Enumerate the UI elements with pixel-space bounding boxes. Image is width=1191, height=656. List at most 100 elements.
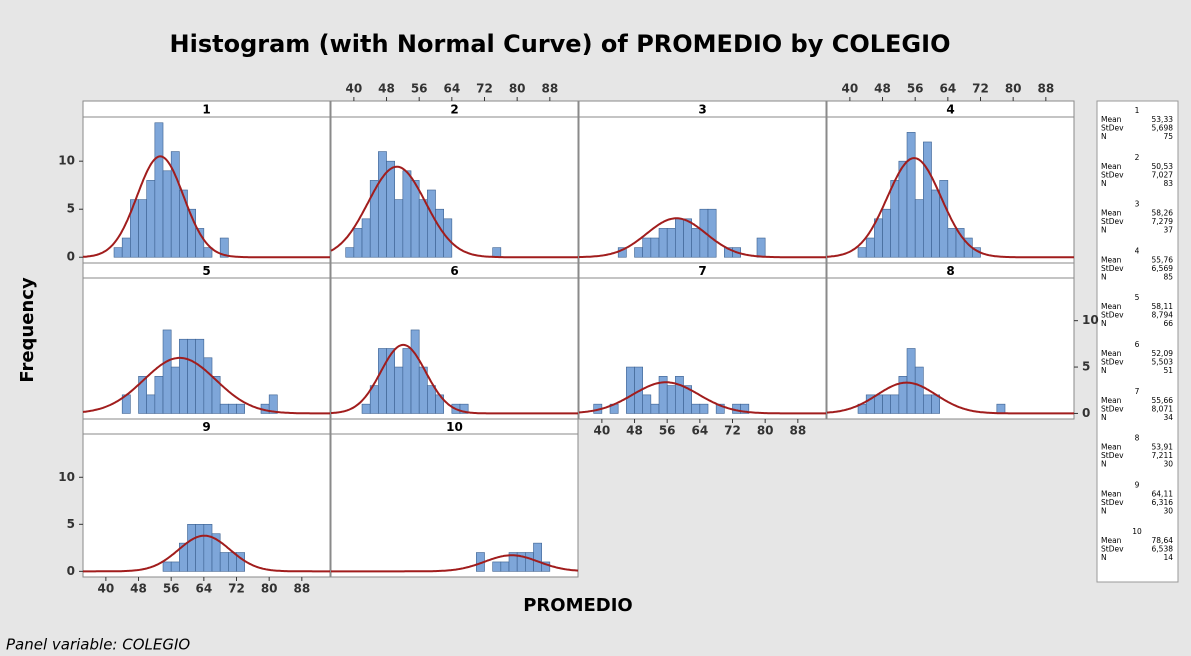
legend-stat-value: 37 xyxy=(1163,226,1173,235)
bar xyxy=(228,403,237,414)
bar xyxy=(756,237,766,258)
x-tick-label: 80 xyxy=(757,424,774,438)
x-tick-label: 40 xyxy=(842,82,859,96)
legend-stat-value: 53,33 xyxy=(1152,115,1174,124)
legend-stat-label: StDev xyxy=(1101,545,1124,554)
bar xyxy=(931,394,940,414)
legend-name: 6 xyxy=(1135,340,1140,349)
y-tick-label: 0 xyxy=(67,564,75,578)
bar xyxy=(931,189,940,258)
bar xyxy=(386,160,395,258)
bar xyxy=(113,247,123,258)
bar xyxy=(898,160,908,258)
x-tick-label: 80 xyxy=(1005,82,1022,96)
x-tick-label: 48 xyxy=(626,424,643,438)
bar xyxy=(533,542,542,572)
legend-name: 7 xyxy=(1135,387,1140,396)
panel xyxy=(578,262,827,420)
bar xyxy=(715,403,725,414)
legend-stat-value: 66 xyxy=(1163,319,1173,328)
x-tick-label: 64 xyxy=(195,582,212,596)
legend-stat-label: Mean xyxy=(1101,115,1122,124)
panel-label: 4 xyxy=(946,103,954,117)
bar xyxy=(211,376,221,414)
bar xyxy=(203,357,213,414)
bar xyxy=(170,561,180,572)
x-tick-label: 48 xyxy=(874,82,891,96)
bar xyxy=(179,338,188,414)
legend-stat-value: 53,91 xyxy=(1152,443,1174,452)
y-tick-label: 10 xyxy=(58,154,75,168)
legend-name: 5 xyxy=(1135,293,1140,302)
bar xyxy=(874,218,883,258)
panel-label: 9 xyxy=(202,420,210,434)
legend-stat-label: StDev xyxy=(1101,451,1124,460)
legend-name: 1 xyxy=(1135,106,1140,115)
legend-stat-value: 52,09 xyxy=(1152,349,1174,358)
bar xyxy=(394,366,404,414)
legend-name: 3 xyxy=(1135,200,1140,209)
bar xyxy=(378,348,387,414)
legend-name: 4 xyxy=(1135,246,1140,255)
legend-stat-value: 64,11 xyxy=(1152,489,1174,498)
bar xyxy=(882,394,891,414)
bar xyxy=(500,561,510,572)
bar xyxy=(626,366,635,414)
panel xyxy=(330,418,579,578)
x-tick-label: 56 xyxy=(659,424,676,438)
bar xyxy=(146,394,156,414)
legend-stat-value: 50,53 xyxy=(1152,162,1174,171)
bar xyxy=(683,385,692,414)
bar xyxy=(650,403,660,414)
x-axis-label: PROMEDIO xyxy=(523,595,633,616)
legend-stat-label: N xyxy=(1101,366,1107,375)
legend-stat-value: 8,071 xyxy=(1152,404,1174,413)
legend-stat-value: 83 xyxy=(1163,179,1173,188)
bar xyxy=(691,403,701,414)
panel-label: 8 xyxy=(946,264,954,278)
legend-name: 10 xyxy=(1132,527,1142,536)
bar xyxy=(525,552,534,572)
normal-curve xyxy=(331,343,578,415)
bar xyxy=(914,199,924,258)
legend-stat-label: StDev xyxy=(1101,217,1124,226)
bar xyxy=(195,524,205,572)
x-tick-label: 80 xyxy=(509,82,526,96)
legend-stat-value: 7,211 xyxy=(1152,451,1174,460)
legend-stat-label: StDev xyxy=(1101,264,1124,273)
legend-stat-label: N xyxy=(1101,413,1107,422)
legend-stat-value: 7,027 xyxy=(1152,170,1174,179)
bar xyxy=(427,189,436,258)
bar xyxy=(162,561,172,572)
x-tick-label: 88 xyxy=(293,582,310,596)
normal-curve xyxy=(578,217,826,259)
x-tick-label: 72 xyxy=(228,582,245,596)
bar xyxy=(418,199,428,258)
x-tick-label: 48 xyxy=(378,82,395,96)
bar xyxy=(642,394,652,414)
bar xyxy=(459,403,469,414)
y-tick-label: 0 xyxy=(67,250,75,264)
normal-curve xyxy=(330,165,578,259)
bar xyxy=(707,208,717,258)
bar xyxy=(857,247,867,258)
panel-label: 3 xyxy=(698,103,706,117)
legend-stat-label: N xyxy=(1101,226,1107,235)
x-tick-label: 88 xyxy=(1037,82,1054,96)
bar xyxy=(691,228,701,258)
legend-stat-label: StDev xyxy=(1101,170,1124,179)
legend-stat-label: StDev xyxy=(1101,358,1124,367)
x-tick-label: 64 xyxy=(691,424,708,438)
bar xyxy=(923,141,932,258)
chart-title: Histogram (with Normal Curve) of PROMEDI… xyxy=(170,30,951,58)
legend-stat-value: 7,279 xyxy=(1152,217,1174,226)
bar xyxy=(650,237,660,258)
bar xyxy=(914,366,924,414)
panel-label: 6 xyxy=(450,264,458,278)
bar xyxy=(666,385,676,414)
bar xyxy=(410,180,420,258)
bar xyxy=(268,394,278,414)
y-tick-label: 10 xyxy=(1082,313,1099,327)
bar xyxy=(219,552,229,572)
